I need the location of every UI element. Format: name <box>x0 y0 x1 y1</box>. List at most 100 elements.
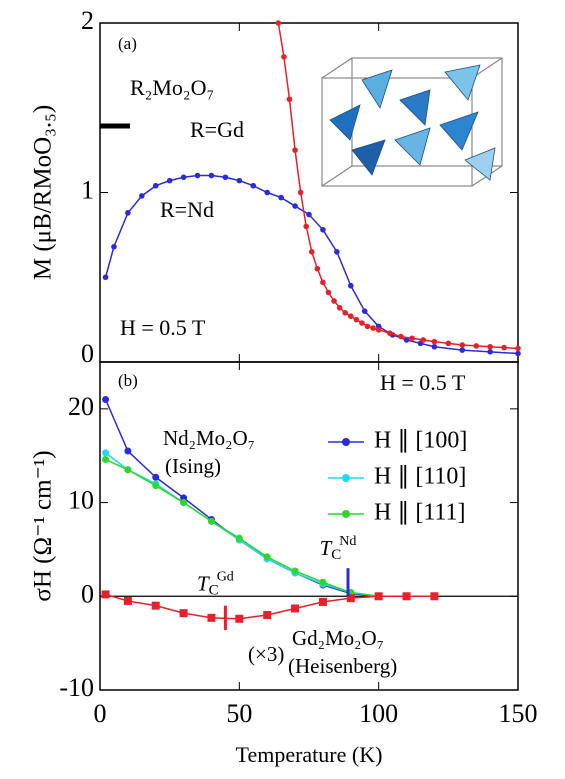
x-tick-label: 0 <box>94 699 107 728</box>
y-tick-label: -10 <box>59 673 94 702</box>
tc-label-part: Nd <box>339 534 356 549</box>
data-point <box>334 249 340 255</box>
data-point <box>325 289 332 296</box>
annotation: R=Nd <box>160 197 214 222</box>
data-point <box>152 473 160 481</box>
data-point <box>180 174 187 181</box>
data-point <box>292 147 298 153</box>
data-point <box>101 590 110 599</box>
data-point <box>359 320 365 326</box>
data-point <box>281 54 287 60</box>
tc-label-part: C <box>331 548 341 564</box>
axes-frame <box>99 361 519 691</box>
data-point <box>318 597 327 606</box>
data-point <box>194 172 201 179</box>
data-point <box>124 466 132 474</box>
annotation: R₂Mo₂O₇ <box>130 75 214 100</box>
data-point <box>459 342 466 348</box>
data-point <box>320 279 326 286</box>
data-point <box>501 344 507 351</box>
panel: 0 1 2 (a) M (μB/RMoO₃.₅) R₂Mo₂O₇ R=Gd R=Nd H = 0… <box>30 6 521 368</box>
data-point <box>336 304 343 311</box>
data-point <box>370 325 376 331</box>
data-point <box>123 596 132 605</box>
data-point <box>124 447 132 455</box>
data-point <box>152 182 159 189</box>
data-point <box>431 343 438 350</box>
data-point <box>403 337 410 343</box>
data-point <box>235 534 243 542</box>
data-point <box>431 338 438 345</box>
data-point <box>208 172 215 179</box>
series-line <box>105 458 379 598</box>
data-point <box>346 594 355 603</box>
data-point <box>314 265 321 272</box>
data-point <box>207 613 216 622</box>
data-point <box>102 395 110 403</box>
data-point <box>291 567 299 575</box>
data-point <box>515 350 521 357</box>
annotation: H = 0.5 T <box>120 315 206 340</box>
tc-label-part: T <box>320 536 333 560</box>
data-point <box>180 499 188 507</box>
data-point <box>331 298 337 304</box>
data-point <box>348 313 354 320</box>
data-point <box>236 177 243 184</box>
data-point <box>348 282 354 289</box>
data-point <box>364 323 371 330</box>
y-tick-label: 0 <box>81 339 94 368</box>
y-tick-label: 20 <box>68 392 94 421</box>
data-point <box>515 345 521 352</box>
data-point <box>222 174 229 181</box>
data-point <box>387 330 393 336</box>
tc-label-part: Gd <box>217 570 234 585</box>
legend-label: H ∥ [111] <box>374 500 466 526</box>
data-point <box>459 347 466 353</box>
data-point <box>166 177 173 184</box>
tc-label-part: C <box>209 583 219 599</box>
data-point <box>375 326 382 333</box>
series-line <box>105 452 379 598</box>
y-tick-label: 2 <box>81 6 94 35</box>
data-point <box>473 343 480 349</box>
data-point <box>361 308 368 314</box>
annotation: H = 0.5 T <box>380 370 466 395</box>
annotation: Gd₂Mo₂O₇ <box>292 626 384 650</box>
legend-marker <box>342 438 350 446</box>
tc-label: TCNd <box>320 534 357 563</box>
data-point <box>151 601 160 610</box>
legend-marker <box>342 510 350 518</box>
data-point <box>374 592 383 601</box>
panel-label: (b) <box>118 371 138 390</box>
data-point <box>263 611 272 620</box>
legend-label: H ∥ [110] <box>374 464 466 490</box>
data-point <box>420 337 427 343</box>
data-point <box>430 592 439 601</box>
data-point <box>102 274 109 281</box>
y-axis-label: σH (Ω⁻¹ cm⁻¹) <box>30 450 57 601</box>
data-point <box>264 189 271 196</box>
data-point <box>409 335 415 342</box>
data-point <box>139 193 145 199</box>
data-point <box>292 203 298 209</box>
data-point <box>398 333 404 340</box>
data-point <box>445 340 452 347</box>
y-tick-label: 10 <box>68 486 94 515</box>
annotation: (Ising) <box>165 454 221 478</box>
x-axis-label: Temperature (K) <box>236 742 383 767</box>
annotation: (×3) <box>248 642 284 666</box>
annotation: (Heisenberg) <box>288 654 397 678</box>
annotation: Nd₂Mo₂O₇ <box>163 426 255 450</box>
legend-label: H ∥ [100] <box>374 428 467 454</box>
data-point <box>179 609 188 618</box>
x-tick-label: 50 <box>226 699 252 728</box>
data-point <box>250 182 257 189</box>
data-point <box>342 310 349 316</box>
y-axis-label: M (μB/RMoO₃.₅) <box>30 105 57 280</box>
data-point <box>291 604 300 613</box>
data-point <box>353 316 360 323</box>
data-point <box>235 614 244 623</box>
data-point <box>487 349 493 355</box>
